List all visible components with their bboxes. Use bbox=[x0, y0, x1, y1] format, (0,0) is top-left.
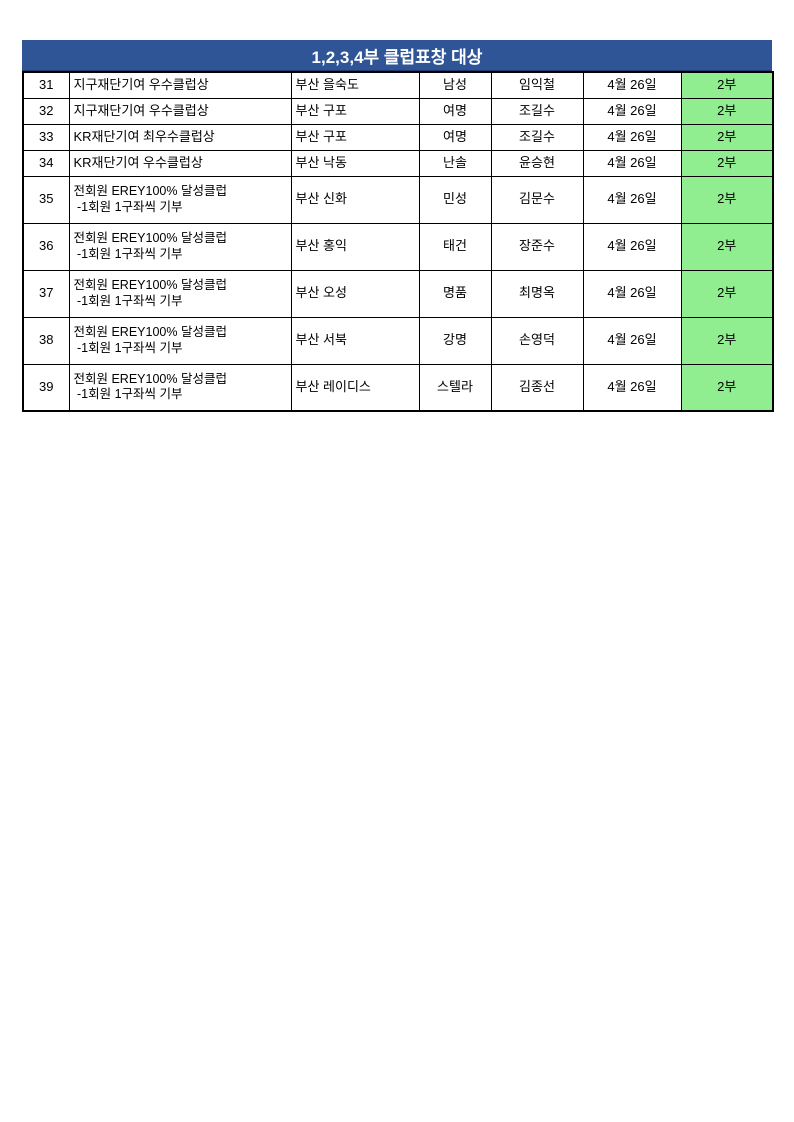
division-cell: 2부 bbox=[680, 123, 774, 151]
row-number-cell: 35 bbox=[22, 175, 70, 224]
award-name-line: -1회원 1구좌씩 기부 bbox=[73, 340, 183, 355]
award-date-cell: 4월 26일 bbox=[582, 71, 682, 99]
award-name-line: 전회원 EREY100% 달성클럽 bbox=[73, 324, 227, 339]
award-name-line: 전회원 EREY100% 달성클럽 bbox=[73, 371, 227, 386]
division-cell: 2부 bbox=[680, 363, 774, 412]
table-row: 34 KR재단기여 우수클럽상 부산 낙동 난솔 윤승현 4월 26일 2부 bbox=[22, 149, 774, 177]
award-name-cell: 전회원 EREY100% 달성클럽 -1회원 1구좌씩 기부 bbox=[68, 269, 292, 318]
branch-name-cell: 여명 bbox=[418, 123, 492, 151]
branch-name-cell: 스텔라 bbox=[418, 363, 492, 412]
row-number-cell: 33 bbox=[22, 123, 70, 151]
table-title: 1,2,3,4부 클럽표창 대상 bbox=[311, 47, 483, 67]
table-row: 38 전회원 EREY100% 달성클럽 -1회원 1구좌씩 기부 부산 서북 … bbox=[22, 316, 774, 365]
person-name-cell: 최명옥 bbox=[490, 269, 584, 318]
table-row: 31 지구재단기여 우수클럽상 부산 을숙도 남성 임익철 4월 26일 2부 bbox=[22, 71, 774, 99]
award-name-line: 전회원 EREY100% 달성클럽 bbox=[73, 277, 227, 292]
award-name-line: 지구재단기여 우수클럽상 bbox=[73, 102, 209, 118]
division-cell: 2부 bbox=[680, 269, 774, 318]
award-date-cell: 4월 26일 bbox=[582, 222, 682, 271]
award-name-line: KR재단기여 최우수클럽상 bbox=[73, 128, 215, 144]
person-name-cell: 손영덕 bbox=[490, 316, 584, 365]
club-name-cell: 부산 구포 bbox=[290, 123, 420, 151]
division-cell: 2부 bbox=[680, 222, 774, 271]
club-name-cell: 부산 구포 bbox=[290, 97, 420, 125]
club-name-cell: 부산 홍익 bbox=[290, 222, 420, 271]
table-title-bar: 1,2,3,4부 클럽표창 대상 bbox=[22, 40, 772, 71]
award-name-line: -1회원 1구좌씩 기부 bbox=[73, 199, 183, 214]
award-name-cell: 전회원 EREY100% 달성클럽 -1회원 1구좌씩 기부 bbox=[68, 222, 292, 271]
award-date-cell: 4월 26일 bbox=[582, 316, 682, 365]
club-name-cell: 부산 오성 bbox=[290, 269, 420, 318]
award-name-cell: KR재단기여 우수클럽상 bbox=[68, 149, 292, 177]
club-name-cell: 부산 낙동 bbox=[290, 149, 420, 177]
row-number-cell: 37 bbox=[22, 269, 70, 318]
table-row: 39 전회원 EREY100% 달성클럽 -1회원 1구좌씩 기부 부산 레이디… bbox=[22, 363, 774, 412]
division-cell: 2부 bbox=[680, 316, 774, 365]
document-page: 1,2,3,4부 클럽표창 대상 31 지구재단기여 우수클럽상 부산 을숙도 … bbox=[22, 40, 774, 412]
row-number-cell: 31 bbox=[22, 71, 70, 99]
row-number-cell: 36 bbox=[22, 222, 70, 271]
table-row: 32 지구재단기여 우수클럽상 부산 구포 여명 조길수 4월 26일 2부 bbox=[22, 97, 774, 125]
club-name-cell: 부산 레이디스 bbox=[290, 363, 420, 412]
table-row: 33 KR재단기여 최우수클럽상 부산 구포 여명 조길수 4월 26일 2부 bbox=[22, 123, 774, 151]
row-number-cell: 32 bbox=[22, 97, 70, 125]
division-cell: 2부 bbox=[680, 175, 774, 224]
award-name-line: 전회원 EREY100% 달성클럽 bbox=[73, 183, 227, 198]
award-date-cell: 4월 26일 bbox=[582, 363, 682, 412]
club-name-cell: 부산 을숙도 bbox=[290, 71, 420, 99]
branch-name-cell: 여명 bbox=[418, 97, 492, 125]
person-name-cell: 장준수 bbox=[490, 222, 584, 271]
branch-name-cell: 강명 bbox=[418, 316, 492, 365]
branch-name-cell: 명품 bbox=[418, 269, 492, 318]
person-name-cell: 김문수 bbox=[490, 175, 584, 224]
club-name-cell: 부산 신화 bbox=[290, 175, 420, 224]
award-date-cell: 4월 26일 bbox=[582, 269, 682, 318]
award-name-cell: 전회원 EREY100% 달성클럽 -1회원 1구좌씩 기부 bbox=[68, 175, 292, 224]
division-cell: 2부 bbox=[680, 97, 774, 125]
award-date-cell: 4월 26일 bbox=[582, 175, 682, 224]
award-name-cell: 전회원 EREY100% 달성클럽 -1회원 1구좌씩 기부 bbox=[68, 316, 292, 365]
award-name-cell: 전회원 EREY100% 달성클럽 -1회원 1구좌씩 기부 bbox=[68, 363, 292, 412]
table-row: 36 전회원 EREY100% 달성클럽 -1회원 1구좌씩 기부 부산 홍익 … bbox=[22, 222, 774, 271]
branch-name-cell: 민성 bbox=[418, 175, 492, 224]
division-cell: 2부 bbox=[680, 149, 774, 177]
club-name-cell: 부산 서북 bbox=[290, 316, 420, 365]
division-cell: 2부 bbox=[680, 71, 774, 99]
award-name-cell: 지구재단기여 우수클럽상 bbox=[68, 97, 292, 125]
person-name-cell: 윤승현 bbox=[490, 149, 584, 177]
award-table: 31 지구재단기여 우수클럽상 부산 을숙도 남성 임익철 4월 26일 2부 … bbox=[22, 71, 774, 412]
award-name-line: KR재단기여 우수클럽상 bbox=[73, 154, 203, 170]
table-row: 37 전회원 EREY100% 달성클럽 -1회원 1구좌씩 기부 부산 오성 … bbox=[22, 269, 774, 318]
award-date-cell: 4월 26일 bbox=[582, 123, 682, 151]
person-name-cell: 임익철 bbox=[490, 71, 584, 99]
award-table-body: 31 지구재단기여 우수클럽상 부산 을숙도 남성 임익철 4월 26일 2부 … bbox=[22, 71, 774, 412]
award-name-line: 전회원 EREY100% 달성클럽 bbox=[73, 230, 227, 245]
award-name-line: -1회원 1구좌씩 기부 bbox=[73, 246, 183, 261]
award-date-cell: 4월 26일 bbox=[582, 149, 682, 177]
branch-name-cell: 난솔 bbox=[418, 149, 492, 177]
award-name-line: -1회원 1구좌씩 기부 bbox=[73, 387, 183, 402]
branch-name-cell: 태건 bbox=[418, 222, 492, 271]
award-name-line: -1회원 1구좌씩 기부 bbox=[73, 293, 183, 308]
award-date-cell: 4월 26일 bbox=[582, 97, 682, 125]
row-number-cell: 34 bbox=[22, 149, 70, 177]
person-name-cell: 조길수 bbox=[490, 123, 584, 151]
award-name-cell: 지구재단기여 우수클럽상 bbox=[68, 71, 292, 99]
person-name-cell: 조길수 bbox=[490, 97, 584, 125]
award-name-cell: KR재단기여 최우수클럽상 bbox=[68, 123, 292, 151]
award-name-line: 지구재단기여 우수클럽상 bbox=[73, 77, 209, 93]
table-row: 35 전회원 EREY100% 달성클럽 -1회원 1구좌씩 기부 부산 신화 … bbox=[22, 175, 774, 224]
person-name-cell: 김종선 bbox=[490, 363, 584, 412]
row-number-cell: 39 bbox=[22, 363, 70, 412]
branch-name-cell: 남성 bbox=[418, 71, 492, 99]
row-number-cell: 38 bbox=[22, 316, 70, 365]
